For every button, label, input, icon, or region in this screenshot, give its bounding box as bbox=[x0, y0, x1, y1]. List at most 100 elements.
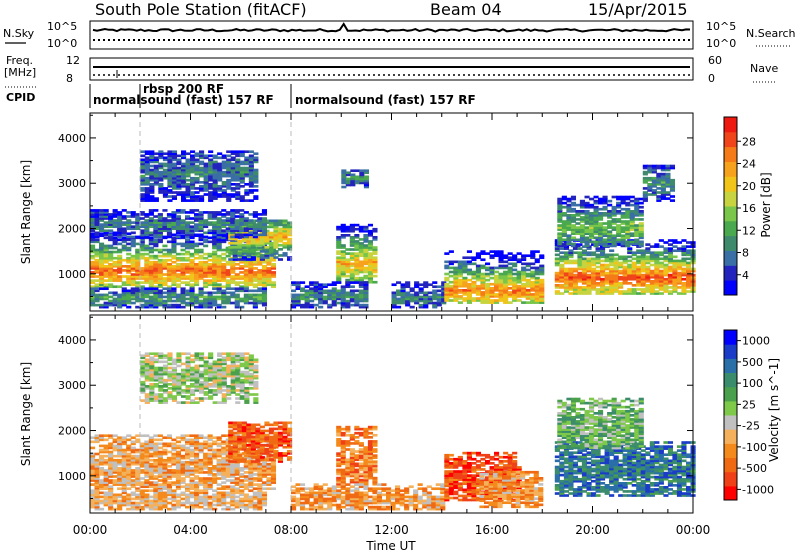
velocity-cell-b0 bbox=[167, 434, 172, 437]
power-cell-b2 bbox=[251, 256, 256, 259]
power-cell-b9 bbox=[140, 217, 145, 220]
velocity-cell-b0 bbox=[230, 479, 235, 482]
power-cell-b9 bbox=[190, 217, 195, 220]
power-cell-b2 bbox=[246, 250, 251, 253]
power-cell-b7 bbox=[609, 268, 614, 271]
power-cell-b0 bbox=[108, 251, 113, 254]
power-cell-b9 bbox=[176, 215, 181, 218]
power-cell-b10 bbox=[231, 157, 236, 160]
velocity-cell-b0 bbox=[135, 455, 140, 458]
power-cell-b0 bbox=[208, 279, 213, 282]
power-cell-b9 bbox=[244, 211, 249, 214]
power-cell-b9 bbox=[262, 209, 267, 212]
power-cell-b1 bbox=[212, 292, 217, 295]
power-cell-b0 bbox=[153, 255, 158, 258]
power-cell-b6 bbox=[485, 252, 490, 255]
power-cell-b2 bbox=[269, 248, 274, 251]
power-cell-b6 bbox=[512, 263, 517, 266]
power-cell-b8 bbox=[621, 212, 626, 215]
velocity-cell-b0 bbox=[131, 447, 136, 450]
summary-freq-panel: Freq. [MHz] 12 8 60 0 Nave bbox=[4, 54, 778, 87]
power-cell-b0 bbox=[140, 253, 145, 256]
power-cell-b7 bbox=[636, 249, 641, 252]
power-cell-b9 bbox=[262, 223, 267, 226]
power-cell-b7 bbox=[591, 251, 596, 254]
power-cell-b9 bbox=[221, 219, 226, 222]
power-colorbar-swatch-4 bbox=[724, 221, 737, 236]
velocity-cell-b0 bbox=[190, 459, 195, 462]
power-cell-b2 bbox=[242, 250, 247, 253]
power-cell-b7 bbox=[555, 254, 560, 257]
velocity-cell-b0 bbox=[181, 461, 186, 464]
power-cell-b10 bbox=[235, 159, 240, 162]
power-cell-b3 bbox=[336, 256, 341, 259]
power-cell-b0 bbox=[144, 253, 149, 256]
power-cell-b0 bbox=[176, 263, 181, 266]
velocity-cell-b0 bbox=[144, 434, 149, 437]
power-cell-b8 bbox=[571, 208, 576, 211]
power-cell-b6 bbox=[467, 283, 472, 286]
power-cell-b6 bbox=[494, 271, 499, 274]
power-cell-b3 bbox=[350, 269, 355, 272]
power-cell-b9 bbox=[217, 211, 222, 214]
power-cell-b4 bbox=[363, 281, 368, 284]
velocity-cell-b0 bbox=[190, 449, 195, 452]
power-cell-b4 bbox=[309, 304, 314, 307]
power-cell-b7 bbox=[663, 247, 668, 250]
velocity-cell-b0 bbox=[153, 439, 158, 442]
power-cell-b8 bbox=[585, 226, 590, 229]
velocity-cell-b0 bbox=[190, 439, 195, 442]
power-cell-b7 bbox=[573, 274, 578, 277]
nsearch-tick-high: 10^5 bbox=[706, 20, 736, 33]
velocity-cell-b0 bbox=[199, 477, 204, 480]
power-cell-b0 bbox=[104, 245, 109, 248]
power-cell-b8 bbox=[603, 212, 608, 215]
velocity-cell-b0 bbox=[162, 449, 167, 452]
velocity-cell-b0 bbox=[113, 445, 118, 448]
velocity-cell-b0 bbox=[90, 436, 95, 439]
power-cell-b1 bbox=[226, 287, 231, 290]
power-cell-b0 bbox=[217, 283, 222, 286]
velocity-cell-b0 bbox=[104, 455, 109, 458]
power-cell-b0 bbox=[126, 243, 131, 246]
power-cell-b8 bbox=[598, 198, 603, 201]
power-cell-b8 bbox=[580, 224, 585, 227]
power-cell-b7 bbox=[650, 264, 655, 267]
power-cell-b6 bbox=[508, 267, 513, 270]
power-ytick-label-4000: 4000 bbox=[58, 132, 86, 145]
power-cell-b0 bbox=[108, 245, 113, 248]
power-cell-b9 bbox=[235, 215, 240, 218]
power-cell-b1 bbox=[158, 290, 163, 293]
power-cell-b9 bbox=[212, 221, 217, 224]
power-cell-b9 bbox=[221, 213, 226, 216]
power-cell-b6 bbox=[467, 279, 472, 282]
power-cell-b0 bbox=[235, 281, 240, 284]
power-cell-b3 bbox=[359, 226, 364, 229]
power-cell-b1 bbox=[95, 304, 100, 307]
power-cell-b10 bbox=[244, 157, 249, 160]
velocity-cell-b0 bbox=[244, 483, 249, 486]
power-cell-b0 bbox=[199, 249, 204, 252]
power-cell-b9 bbox=[117, 211, 122, 214]
power-cell-b9 bbox=[153, 219, 158, 222]
velocity-cell-b0 bbox=[181, 445, 186, 448]
power-cell-b6 bbox=[480, 250, 485, 253]
power-cell-b1 bbox=[126, 306, 131, 309]
power-cell-b2 bbox=[273, 250, 278, 253]
velocity-cell-b0 bbox=[167, 443, 172, 446]
power-cell-b12 bbox=[670, 199, 675, 202]
power-cell-b7 bbox=[596, 282, 601, 285]
power-cell-b9 bbox=[122, 209, 127, 212]
power-cell-b1 bbox=[171, 304, 176, 307]
velocity-cell-b0 bbox=[153, 475, 158, 478]
velocity-cell-b0 bbox=[153, 443, 158, 446]
power-cell-b10 bbox=[249, 189, 254, 192]
power-cell-b1 bbox=[199, 300, 204, 303]
power-cell-b6 bbox=[526, 289, 531, 292]
power-cell-b10 bbox=[231, 193, 236, 196]
power-cell-b10 bbox=[195, 159, 200, 162]
power-cell-b10 bbox=[181, 150, 186, 153]
power-cell-b7 bbox=[618, 276, 623, 279]
power-cell-b10 bbox=[154, 165, 159, 168]
power-cell-b6 bbox=[526, 263, 531, 266]
